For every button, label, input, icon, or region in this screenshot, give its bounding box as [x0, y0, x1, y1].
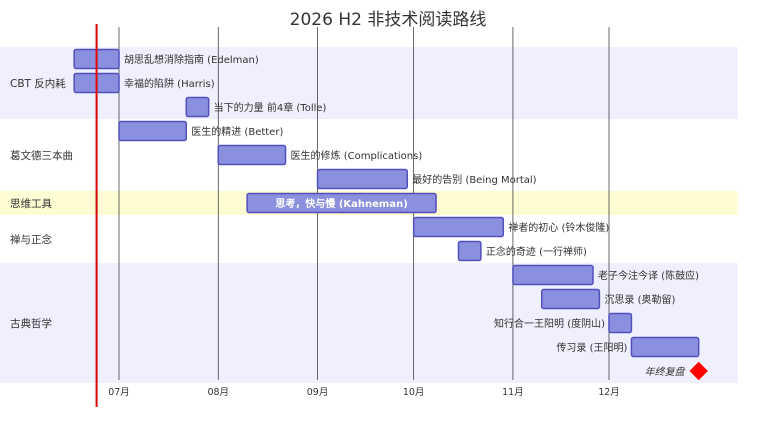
task-label: 沉思录 (奥勒留): [604, 293, 675, 306]
section-label: 思维工具: [10, 197, 52, 210]
task-bar: [185, 96, 210, 118]
task-label: 传习录 (王阳明): [556, 342, 627, 354]
x-tick-label: 10月: [403, 387, 425, 398]
task-bar: [118, 120, 188, 142]
task-bar: [246, 192, 437, 214]
task-label: 幸福的陷阱 (Harris): [124, 77, 215, 90]
section-label: 禅与正念: [10, 233, 52, 246]
task-label: 禅者的初心 (铃木俊隆): [508, 221, 609, 234]
task-bar: [412, 216, 505, 238]
task-bar: [457, 240, 482, 262]
task-label: 思考，快与慢 (Kahneman): [275, 197, 407, 210]
task-label: 最好的告别 (Being Mortal): [412, 173, 536, 186]
task-label: 医生的精进 (Better): [191, 125, 283, 138]
x-axis-ticks: 07月 08月 09月 10月 11月 12月: [108, 387, 620, 398]
section-band: [0, 215, 738, 263]
task-bar: [316, 168, 408, 190]
section-band: [0, 47, 738, 119]
task-bar: [540, 288, 601, 310]
task-bars: [73, 48, 710, 382]
milestone-marker: [687, 360, 710, 382]
section-label: CBT 反内耗: [10, 77, 66, 90]
task-label: 正念的奇迹 (一行禅师): [486, 245, 587, 258]
task-bar: [512, 264, 594, 286]
section-label: 葛文德三本曲: [10, 149, 73, 162]
task-bar: [217, 144, 287, 166]
task-label: 老子今注今译 (陈鼓应): [598, 269, 699, 282]
section-label: 古典哲学: [10, 317, 52, 330]
x-tick-label: 09月: [307, 387, 329, 398]
section-bands: [0, 47, 738, 383]
task-label: 医生的修炼 (Complications): [291, 149, 423, 162]
x-tick-label: 08月: [207, 387, 229, 398]
milestone-label: 年终复盘: [645, 366, 686, 378]
task-label: 知行合一王阳明 (度阴山): [494, 317, 605, 330]
x-tick-label: 07月: [108, 387, 130, 398]
task-bar: [608, 312, 633, 334]
chart-title: 2026 H2 非技术阅读路线: [290, 10, 487, 30]
task-label: 胡思乱想消除指南 (Edelman): [124, 53, 259, 66]
task-labels: 胡思乱想消除指南 (Edelman) 幸福的陷阱 (Harris) 当下的力量 前4…: [124, 53, 699, 378]
x-tick-label: 11月: [502, 387, 524, 398]
task-label: 当下的力量 前4章 (Tolle): [214, 101, 327, 114]
x-tick-label: 12月: [598, 387, 620, 398]
task-bar: [630, 336, 700, 358]
